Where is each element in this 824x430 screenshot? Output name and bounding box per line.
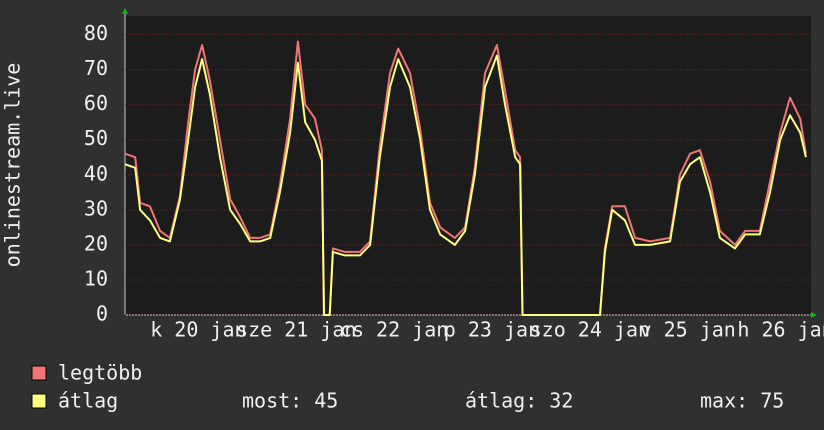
- x-tick-label: szo 24 jan: [530, 318, 650, 342]
- legend-label: legtöbb: [58, 361, 142, 385]
- y-tick-label: 80: [84, 21, 108, 45]
- y-tick-label: 70: [84, 56, 108, 80]
- legend-stat: most: 45: [242, 389, 338, 413]
- legend-stat: max: 75: [700, 389, 784, 413]
- y-tick-label: 40: [84, 161, 108, 185]
- legend-label: átlag: [58, 389, 118, 413]
- y-axis-label: onlinestream.live: [1, 63, 25, 268]
- legend-stat: átlag: 32: [465, 389, 573, 413]
- line-series: [124, 40, 807, 316]
- axis-arrow: [122, 8, 128, 14]
- plot-area: [125, 16, 811, 315]
- y-tick-label: 10: [84, 266, 108, 290]
- line-series: [124, 54, 807, 316]
- axis-arrow: [811, 312, 817, 318]
- legend-swatch: [31, 365, 47, 381]
- x-tick-label: h 26 jan: [737, 318, 824, 342]
- legend-swatch: [31, 393, 47, 409]
- x-tick-label: cs 22 jan: [340, 318, 448, 342]
- x-tick-label: k 20 jan: [150, 318, 246, 342]
- y-tick-label: 50: [84, 126, 108, 150]
- x-tick-label: p 23 jan: [444, 318, 540, 342]
- y-tick-label: 20: [84, 231, 108, 255]
- y-tick-label: 0: [96, 302, 108, 326]
- y-tick-label: 60: [84, 91, 108, 115]
- x-tick-label: v 25 jan: [640, 318, 736, 342]
- y-tick-label: 30: [84, 196, 108, 220]
- x-tick-label: sze 21 jan: [236, 318, 356, 342]
